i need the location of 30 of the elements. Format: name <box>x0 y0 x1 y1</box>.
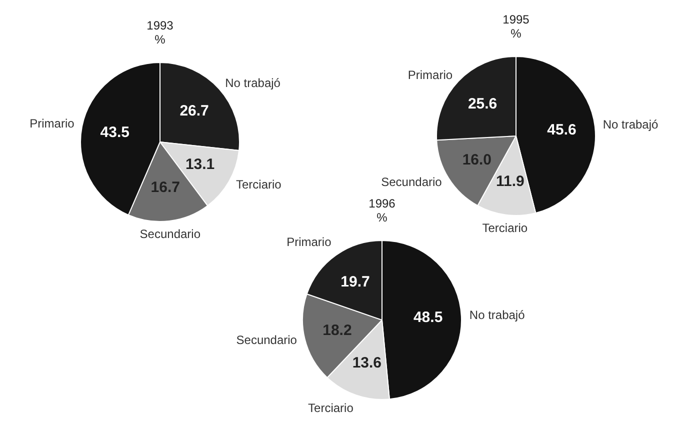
chart-subtitle: % <box>510 26 522 40</box>
chart-title: 1995 <box>502 12 530 26</box>
chart-title: 1996 <box>368 196 396 210</box>
chart-subtitle: % <box>376 210 388 224</box>
slice-label: Primario <box>30 116 75 131</box>
slice-label: Secundario <box>140 227 201 242</box>
data-label: 19.7 <box>340 274 370 291</box>
data-label: 25.6 <box>468 95 498 112</box>
slice-label: No trabajó <box>225 76 281 90</box>
chart-subtitle: % <box>154 32 166 46</box>
chart-title: 1993 <box>146 18 174 32</box>
slice-label: Secundario <box>236 333 298 348</box>
data-label: 43.5 <box>100 124 130 141</box>
slice-label: No trabajó <box>602 117 659 132</box>
slice-label: No trabajó <box>469 308 526 322</box>
data-label: 13.1 <box>185 156 215 173</box>
slice-label: Terciario <box>482 221 528 236</box>
slice-label: Primario <box>286 235 332 250</box>
slice-label: Primario <box>408 68 453 82</box>
data-label: 26.7 <box>180 102 209 120</box>
slice-label: Secundario <box>381 174 442 189</box>
data-label: 16.0 <box>462 152 492 169</box>
data-label: 16.7 <box>150 178 180 196</box>
slice-label: Terciario <box>308 401 354 416</box>
data-label: 48.5 <box>413 308 443 326</box>
slice-label: Terciario <box>236 178 282 192</box>
data-label: 45.6 <box>547 121 576 138</box>
data-label: 13.6 <box>352 354 382 372</box>
data-label: 11.9 <box>496 172 524 190</box>
data-label: 18.2 <box>322 322 352 340</box>
